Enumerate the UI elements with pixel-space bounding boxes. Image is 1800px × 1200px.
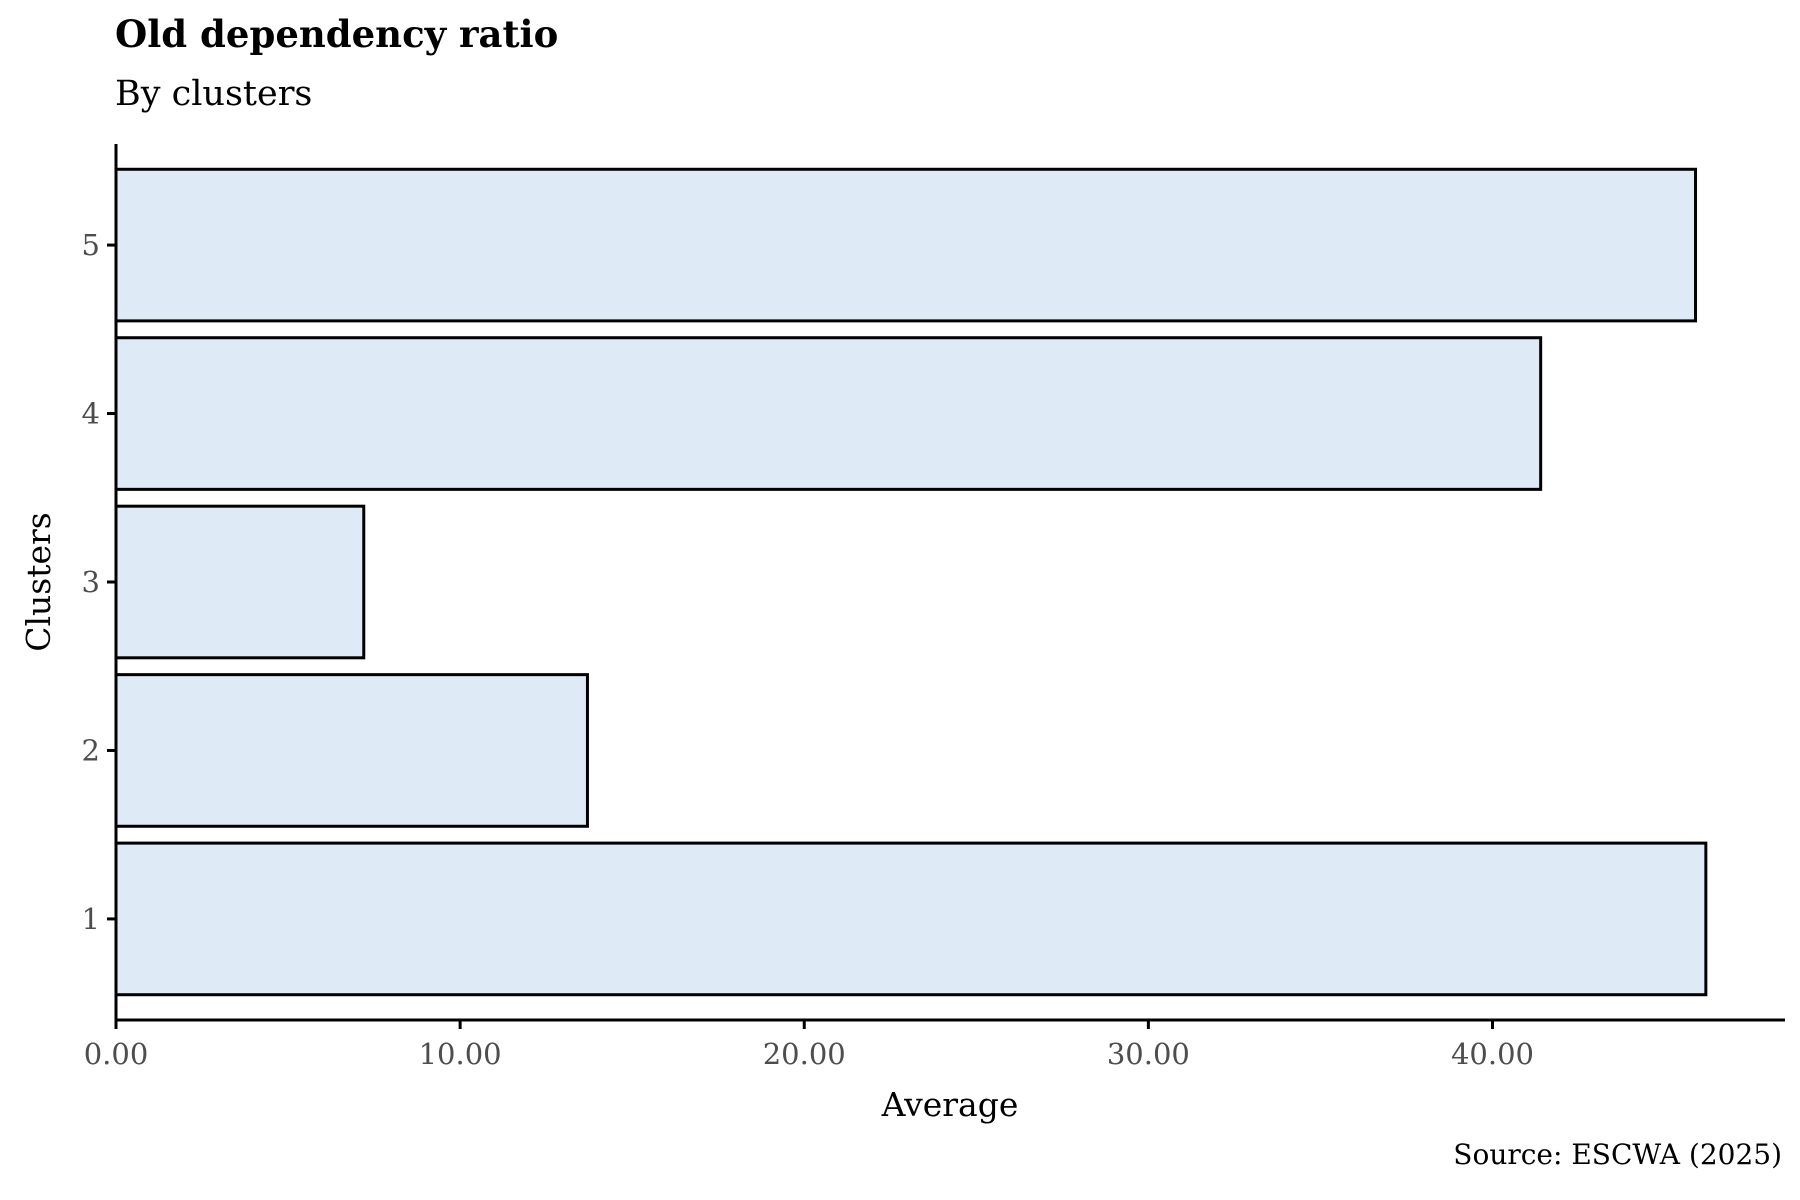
bar-cluster-2 xyxy=(114,673,589,828)
x-tick-label: 10.00 xyxy=(419,1037,502,1071)
y-tick-label: 2 xyxy=(82,733,100,767)
bar-cluster-3 xyxy=(114,504,366,660)
chart-caption: Source: ESCWA (2025) xyxy=(1453,1138,1782,1171)
y-tick-label: 3 xyxy=(82,565,100,599)
y-tick-label: 5 xyxy=(82,228,100,262)
chart-title: Old dependency ratio xyxy=(115,12,559,56)
x-axis-title: Average xyxy=(881,1085,1019,1124)
bars-layer xyxy=(114,167,1708,997)
x-tick-label: 30.00 xyxy=(1107,1037,1190,1071)
x-tick-label: 0.00 xyxy=(84,1037,149,1071)
y-tick-label: 1 xyxy=(82,902,100,936)
y-axis-title: Clusters xyxy=(19,512,58,652)
y-tick-label: 4 xyxy=(82,397,100,431)
x-tick-label: 20.00 xyxy=(763,1037,846,1071)
chart-subtitle: By clusters xyxy=(115,74,313,114)
x-tick-label: 40.00 xyxy=(1451,1037,1534,1071)
ticks-layer: 1 2 3 4 5 0.00 10.00 20.00 30.00 40.00 xyxy=(82,228,1534,1071)
bar-cluster-4 xyxy=(114,336,1543,491)
bar-cluster-5 xyxy=(114,167,1698,323)
bar-cluster-1 xyxy=(114,841,1708,997)
